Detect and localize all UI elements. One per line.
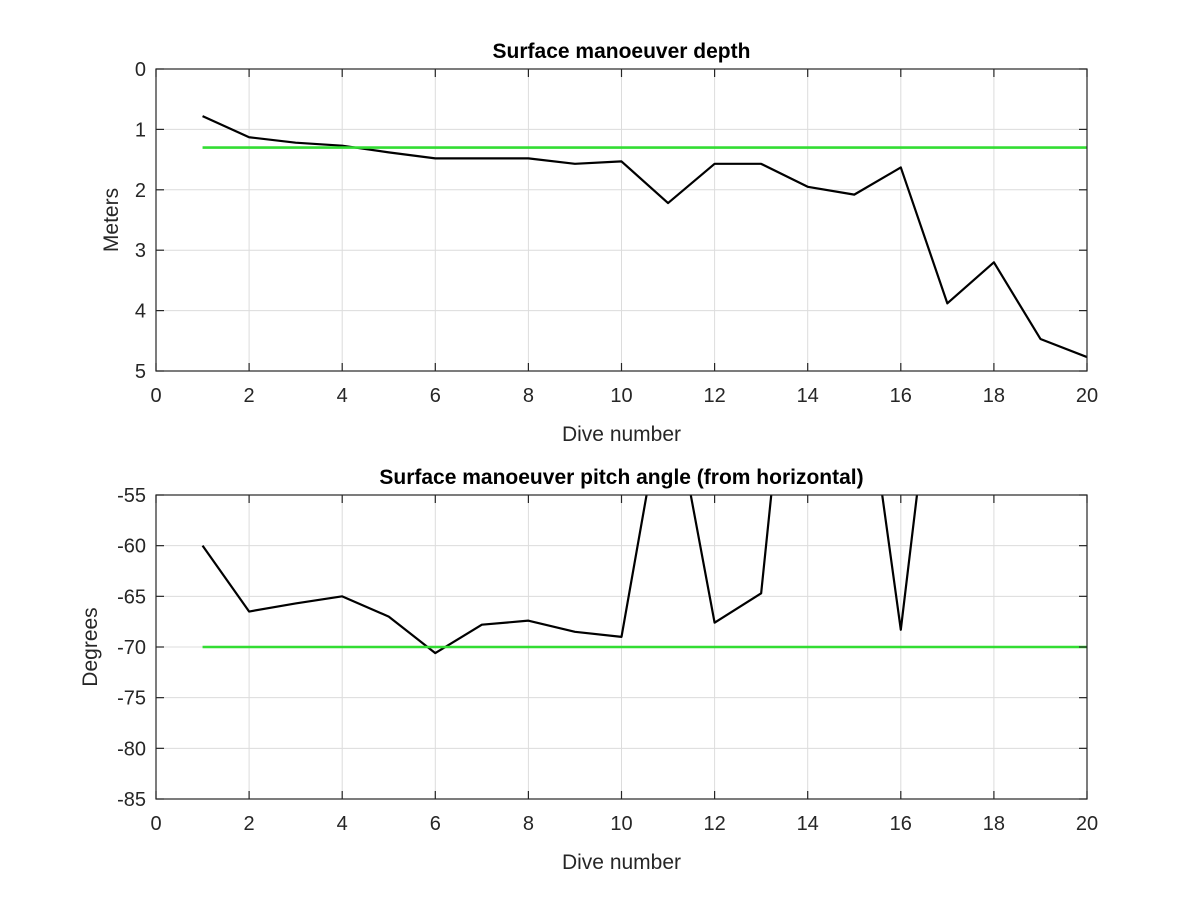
x-tick-label: 8 (523, 385, 534, 407)
x-tick-label: 18 (983, 385, 1005, 407)
x-tick-label: 2 (244, 385, 255, 407)
x-tick-label: 0 (150, 385, 161, 407)
y-tick-label: -85 (117, 789, 146, 811)
x-tick-label: 4 (337, 385, 348, 407)
x-tick-label: 12 (703, 813, 725, 835)
depth-x-axis-label: Dive number (562, 423, 681, 446)
y-tick-label: 2 (135, 180, 146, 202)
x-tick-label: 10 (610, 385, 632, 407)
y-tick-label: 1 (135, 119, 146, 141)
y-tick-label: 0 (135, 59, 146, 81)
depth-y-axis-label: Meters (100, 188, 123, 252)
depth-series-line (202, 115, 1087, 359)
y-tick-label: -80 (117, 738, 146, 760)
y-tick-label: 4 (135, 301, 146, 323)
y-tick-label: -60 (117, 536, 146, 558)
x-tick-label: 16 (890, 385, 912, 407)
y-tick-label: -70 (117, 637, 146, 659)
x-tick-label: 8 (523, 813, 534, 835)
x-tick-label: 6 (430, 813, 441, 835)
x-tick-label: 14 (797, 385, 819, 407)
pitch-y-axis-label: Degrees (79, 607, 102, 686)
pitch-series-line (201, 495, 919, 655)
depth-grid (155, 68, 1088, 372)
depth-series-group (202, 115, 1087, 359)
x-tick-label: 6 (430, 385, 441, 407)
pitch-chart-title: Surface manoeuver pitch angle (from hori… (379, 466, 863, 489)
y-tick-label: -65 (117, 586, 146, 608)
y-tick-label: 5 (135, 361, 146, 383)
depth-chart-title: Surface manoeuver depth (493, 40, 751, 63)
x-tick-label: 20 (1076, 813, 1098, 835)
pitch-chart: 0 2 4 6 8 10 12 14 16 18 20 -85 -80 -75 -70 -65 -60 -55 Su… (79, 466, 1098, 874)
pitch-x-axis-label: Dive number (562, 851, 681, 874)
x-tick-label: 18 (983, 813, 1005, 835)
x-tick-label: 10 (610, 813, 632, 835)
y-tick-label: -75 (117, 688, 146, 710)
y-tick-label: -55 (117, 485, 146, 507)
x-tick-label: 16 (890, 813, 912, 835)
x-tick-label: 14 (797, 813, 819, 835)
x-tick-label: 12 (703, 385, 725, 407)
x-tick-label: 0 (150, 813, 161, 835)
x-tick-label: 20 (1076, 385, 1098, 407)
y-tick-label: 3 (135, 240, 146, 262)
x-tick-label: 2 (244, 813, 255, 835)
pitch-series-group (201, 495, 1087, 655)
x-tick-label: 4 (337, 813, 348, 835)
